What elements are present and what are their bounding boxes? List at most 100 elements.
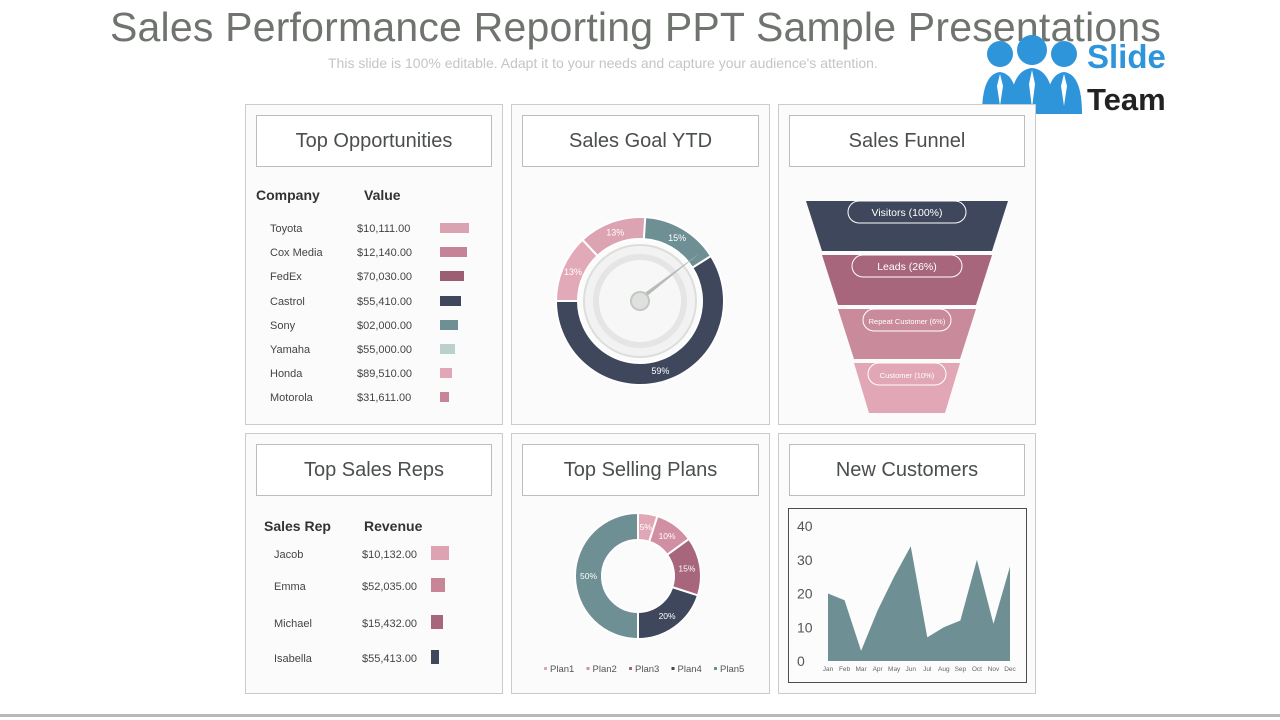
legend-swatch <box>714 667 717 670</box>
opportunity-value: $55,000.00 <box>357 344 413 356</box>
top-selling-plans-panel: Top Selling Plans 5% 10% 15% 20% 50% Plan1 Pla… <box>511 433 770 694</box>
value-bar <box>440 344 456 354</box>
company-name: Honda <box>270 368 303 381</box>
funnel-stage <box>838 309 976 359</box>
revenue-bar <box>431 578 446 592</box>
opportunity-value: $31,611.00 <box>357 392 412 405</box>
new-customers-panel: New Customers 0 10 20 30 40 Jan Feb Mar Apr May Ju… <box>778 433 1036 694</box>
x-tick-label: Nov <box>988 666 1000 673</box>
gauge-segment <box>554 254 725 386</box>
opportunity-row: Motorola $31,611.00 <box>246 390 502 410</box>
company-name: Motorola <box>270 392 313 405</box>
opportunity-row: Cox Media $12,140.00 <box>246 245 502 265</box>
people-icon <box>982 35 1082 114</box>
x-tick-label: Jun <box>905 666 916 673</box>
value-bar <box>440 295 461 306</box>
opportunity-row: Sony $02,000.00 <box>246 318 502 338</box>
opportunity-row: Yamaha $55,000.00 <box>246 342 502 362</box>
company-name: Cox Media <box>270 247 323 260</box>
opportunity-row: Castrol $55,410.00 <box>246 294 502 314</box>
revenue-bar <box>431 615 443 629</box>
funnel-stage <box>822 255 992 305</box>
sales-rep-row: Emma $52,035.00 <box>246 578 502 599</box>
opportunity-value: $89,510.00 <box>357 368 413 381</box>
sales-goal-panel: Sales Goal YTD 13% 13% 15% 59% <box>511 104 770 425</box>
plan-segment-label: 10% <box>659 531 676 541</box>
company-column-header: Company <box>256 187 320 203</box>
sales-rep-row: Isabella $55,413.00 <box>246 650 502 671</box>
value-bar <box>440 271 465 282</box>
opportunity-value: $70,030.00 <box>357 271 413 284</box>
sales-rep-name: Emma <box>274 581 306 593</box>
funnel-stage-pill <box>862 308 952 332</box>
gauge-segment-label: 59% <box>651 366 669 376</box>
gauge-segment-label: 13% <box>606 227 624 237</box>
funnel-stage-label: Customer (10%) <box>880 371 935 380</box>
sales-goal-gauge: 13% 13% 15% 59% <box>554 216 725 386</box>
y-tick-label: 30 <box>797 552 813 568</box>
company-name: Toyota <box>270 223 303 235</box>
opportunity-row: Honda $89,510.00 <box>246 366 502 386</box>
x-tick-label: Jan <box>823 666 834 673</box>
logo-word-slide: Slide <box>1087 38 1166 75</box>
value-bar <box>440 247 467 258</box>
gauge-segment-label: 15% <box>668 233 686 243</box>
x-tick-label: Oct <box>972 666 982 673</box>
legend-swatch <box>629 667 632 670</box>
opportunity-value: $55,410.00 <box>357 295 413 308</box>
sales-funnel-title: Sales Funnel <box>789 115 1025 167</box>
x-tick-label: Dec <box>1004 666 1016 673</box>
legend-swatch <box>586 667 590 670</box>
area-series <box>828 546 1010 661</box>
top-selling-plans-title: Top Selling Plans <box>522 444 759 496</box>
value-bar <box>440 392 449 403</box>
company-name: FedEx <box>270 271 302 284</box>
y-tick-label: 0 <box>797 653 805 669</box>
revenue-column-header: Revenue <box>364 518 423 534</box>
sales-rep-column-header: Sales Rep <box>264 518 331 534</box>
sales-funnel-panel: Sales Funnel Visitors (100%) Leads (26%) R… <box>778 104 1036 425</box>
opportunity-value: $10,111.00 <box>357 223 411 235</box>
revenue-bar <box>431 650 440 664</box>
top-opportunities-title: Top Opportunities <box>256 115 492 167</box>
page-title: Sales Performance Reporting PPT Sample P… <box>110 4 1162 50</box>
legend-label: Plan1 <box>550 664 574 675</box>
sales-rep-revenue: $52,035.00 <box>362 581 418 593</box>
funnel-stage-pill <box>851 254 963 278</box>
selling-plans-donut: 5% 10% 15% 20% 50% Plan1 Plan2 Plan3 Plan4 Plan5 <box>544 511 744 675</box>
value-column-header: Value <box>364 187 401 203</box>
x-tick-label: Aug <box>938 666 950 673</box>
x-tick-label: Sep <box>955 666 967 673</box>
new-customers-area-chart: 0 10 20 30 40 Jan Feb Mar Apr May Jun Jul Aug Sep Oct N… <box>788 508 1027 683</box>
value-bar <box>440 319 458 330</box>
top-sales-reps-panel: Top Sales Reps Sales Rep Revenue Jacob $1… <box>245 433 503 694</box>
legend-swatch <box>544 667 547 670</box>
legend-label: Plan3 <box>635 664 659 675</box>
x-tick-label: Mar <box>855 666 867 673</box>
x-tick-label: Apr <box>873 666 884 673</box>
funnel-stage-label: Leads (26%) <box>877 261 937 273</box>
opportunity-row: Toyota $10,111.00 <box>246 221 502 241</box>
top-sales-reps-title: Top Sales Reps <box>256 444 492 496</box>
value-bar <box>440 223 469 233</box>
new-customers-title: New Customers <box>789 444 1025 496</box>
opportunity-value: $12,140.00 <box>357 247 413 260</box>
plan-segment-label: 20% <box>659 611 676 621</box>
legend-label: Plan2 <box>593 664 617 675</box>
x-tick-label: May <box>888 666 901 673</box>
y-tick-label: 10 <box>797 619 813 635</box>
y-tick-label: 20 <box>797 586 813 602</box>
company-name: Yamaha <box>270 344 311 356</box>
company-name: Castrol <box>270 295 305 308</box>
sales-goal-title: Sales Goal YTD <box>522 115 759 167</box>
slide-team-logo: Slide Team <box>980 34 1180 120</box>
funnel-stage <box>854 363 960 413</box>
company-name: Sony <box>270 319 296 332</box>
legend-label: Plan4 <box>678 664 702 675</box>
sales-rep-revenue: $15,432.00 <box>362 618 418 630</box>
value-bar <box>440 368 452 379</box>
legend-swatch <box>671 667 675 670</box>
sales-rep-revenue: $10,132.00 <box>362 549 418 561</box>
plan-segment-label: 50% <box>580 571 597 581</box>
logo-word-team: Team <box>1087 82 1166 117</box>
